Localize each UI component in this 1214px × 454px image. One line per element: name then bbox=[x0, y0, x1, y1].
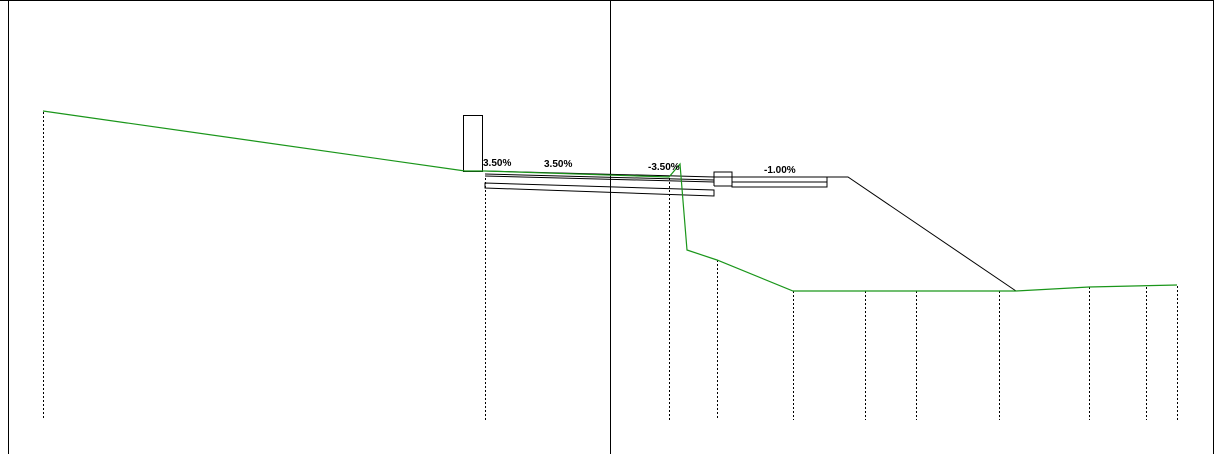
station-lines bbox=[43, 112, 1178, 420]
slope-label-right-shoulder: -1.00% bbox=[764, 165, 796, 176]
base-layer bbox=[484, 182, 715, 197]
pavement-layer-2 bbox=[484, 175, 715, 183]
slope-label-left-lane: 3.50% bbox=[544, 159, 572, 170]
design-section bbox=[463, 115, 1017, 292]
existing-ground-line bbox=[42, 110, 1178, 292]
barrier-block bbox=[713, 171, 733, 187]
pavement-layer-1 bbox=[484, 173, 715, 181]
slope-label-left-curb: 3.50% bbox=[483, 158, 511, 169]
fill-slope bbox=[732, 176, 1017, 292]
slope-label-right-lane: -3.50% bbox=[648, 162, 680, 173]
slope-labels: 3.50% 3.50% -3.50% -1.00% bbox=[483, 158, 796, 176]
curb-block bbox=[463, 115, 483, 172]
